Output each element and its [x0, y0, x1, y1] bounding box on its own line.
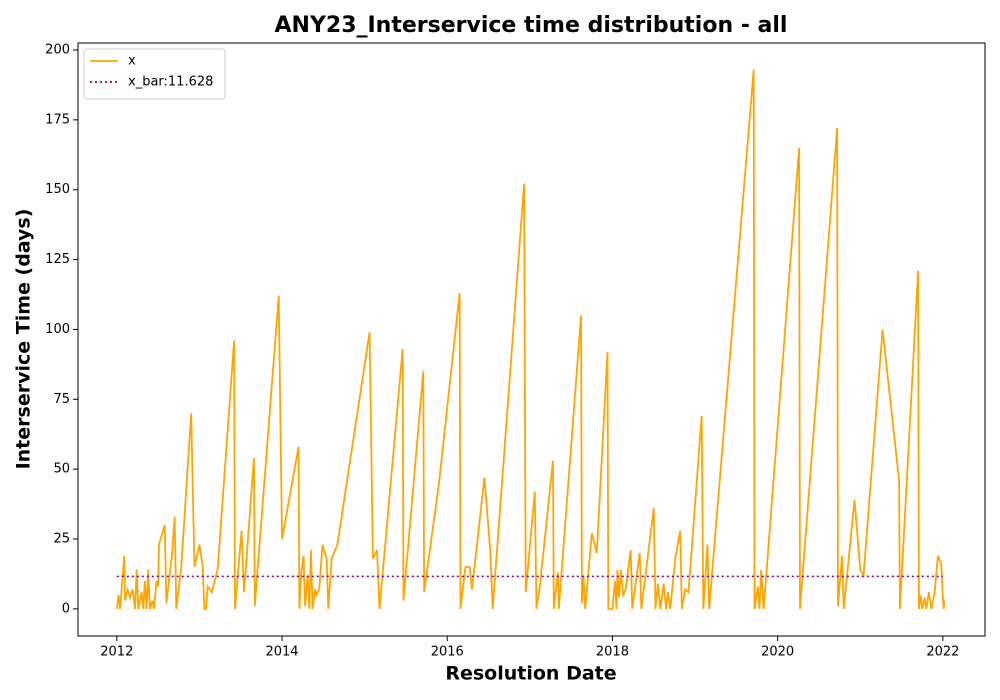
- x-tick-label: 2022: [926, 645, 959, 660]
- data-line: [115, 69, 946, 610]
- x-tick-label: 2020: [761, 645, 794, 660]
- x-tick-label: 2018: [596, 645, 629, 660]
- legend-label: x_bar:11.628: [128, 75, 213, 90]
- x-axis-label: Resolution Date: [445, 663, 616, 685]
- x-tick-label: 2012: [100, 645, 133, 660]
- y-tick-label: 50: [53, 462, 70, 477]
- y-tick-label: 75: [53, 392, 70, 407]
- y-tick-label: 25: [53, 532, 70, 547]
- y-tick-label: 125: [45, 252, 70, 267]
- y-tick-label: 200: [45, 42, 70, 57]
- legend-box: [83, 48, 226, 100]
- legend-label: x: [128, 54, 136, 69]
- legend: x x_bar:11.628: [83, 48, 226, 100]
- y-tick-label: 100: [45, 322, 70, 337]
- chart-title: ANY23_Interservice time distribution - a…: [275, 13, 788, 38]
- y-tick-label: 150: [45, 182, 70, 197]
- y-tick-label: 175: [45, 112, 70, 127]
- plot-frame: [77, 42, 986, 637]
- y-tick-label: 0: [62, 601, 70, 616]
- x-tick-label: 2016: [431, 645, 464, 660]
- x-tick-label: 2014: [265, 645, 298, 660]
- y-axis-label: Interservice Time (days): [13, 209, 35, 470]
